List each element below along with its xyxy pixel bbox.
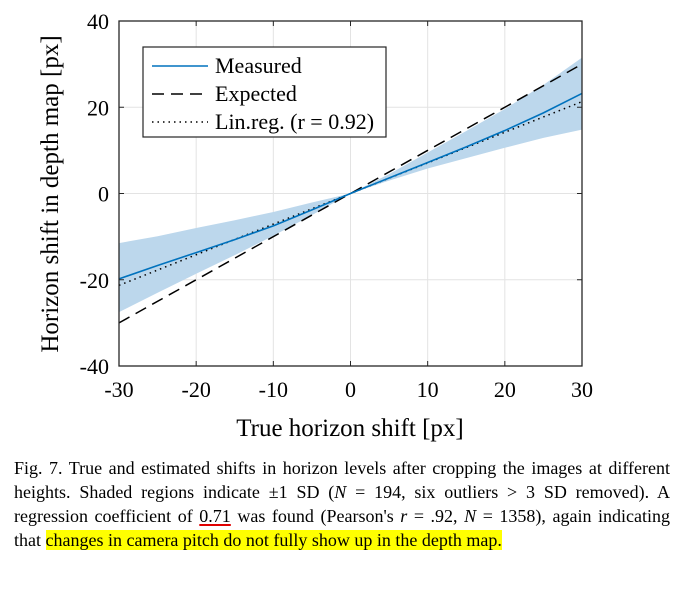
x-axis-label: True horizon shift [px] [236, 415, 464, 442]
figure-caption: Fig. 7. True and estimated shifts in hor… [14, 456, 670, 552]
legend-label-measured: Measured [215, 53, 302, 78]
x-tick-label: 10 [417, 377, 439, 402]
caption-coefficient: 0.71 [199, 506, 231, 526]
x-tick-label: 0 [345, 377, 356, 402]
series-line-dashed [118, 63, 583, 324]
caption-text-2: was found (Pearson's [230, 506, 401, 526]
x-tick-label: -30 [104, 377, 133, 402]
series-layer [118, 63, 583, 324]
sd-band-layer [119, 57, 582, 313]
caption-r-symbol: r [400, 506, 408, 526]
figure-plot: -30 -20 -10 0 10 20 30 -40 -20 0 20 40 True horizon… [37, 9, 593, 442]
y-tick-label: -20 [80, 268, 109, 293]
caption-pm: ±1 [268, 482, 288, 502]
series-line-dotted [118, 100, 583, 287]
legend-label-linreg: Lin.reg. (r = 0.92) [215, 109, 374, 134]
x-tick-label: 20 [494, 377, 516, 402]
caption-n-value: = 194, six outliers > 3 [346, 482, 536, 502]
caption-n2-value: = 1358), again indicating that [14, 506, 670, 550]
x-tick-label: -20 [182, 377, 211, 402]
x-tick-label: -10 [259, 377, 288, 402]
caption-sd2: SD removed). A regression coefficient of [14, 482, 670, 526]
legend-box [142, 46, 387, 138]
caption-r-value: = .92, [407, 506, 465, 526]
y-tick-label: 0 [98, 182, 109, 207]
caption-highlight: changes in camera pitch do not fully sho… [45, 530, 502, 550]
caption-n2-symbol: N [464, 506, 477, 526]
legend-label-expected: Expected [215, 81, 297, 106]
series-line-solid [118, 92, 583, 280]
y-tick-label: -40 [80, 354, 109, 379]
tick-marks [118, 20, 583, 367]
y-tick-label: 40 [87, 9, 109, 34]
y-axis-label: Horizon shift in depth map [px] [37, 35, 64, 352]
legend: Measured Expected Lin.reg. (r = 0.92) [142, 46, 387, 138]
sd-band [119, 57, 582, 313]
caption-text-1: Fig. 7. True and estimated shifts in hor… [14, 458, 670, 502]
x-tick-label: 30 [571, 377, 593, 402]
tick-labels: -30 -20 -10 0 10 20 30 -40 -20 0 20 40 [80, 9, 593, 402]
caption-n-symbol: N [334, 482, 347, 502]
y-tick-label: 20 [87, 95, 109, 120]
caption-sd1: SD ( [287, 482, 335, 502]
